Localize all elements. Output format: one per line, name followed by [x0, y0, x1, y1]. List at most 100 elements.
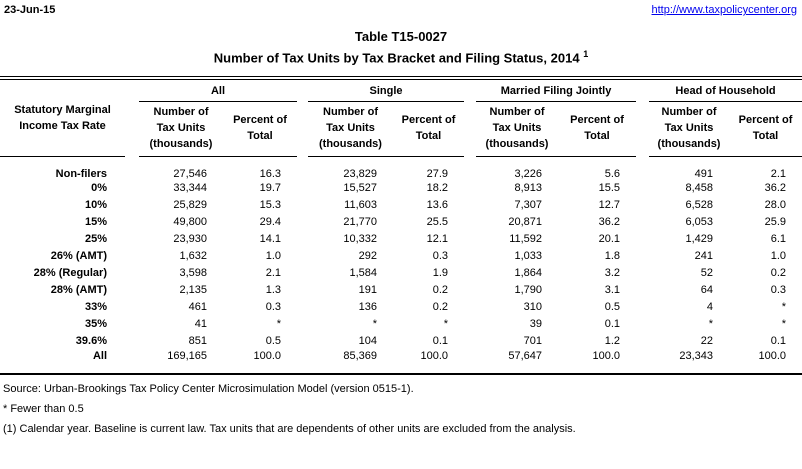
- cell-hoh-percent: 2.1: [770, 167, 787, 180]
- table-row: 10% 25,829 15.3 11,603 13.6 7,307 12.7 6…: [0, 197, 802, 214]
- column-gap: [636, 156, 649, 180]
- cell-single-number: 1,584: [349, 267, 377, 280]
- column-gap: [297, 350, 308, 374]
- cell-single-number: *: [372, 318, 377, 331]
- column-gap: [464, 248, 476, 265]
- cell-all-percent: 100.0: [253, 349, 281, 362]
- column-gap: [125, 350, 139, 374]
- column-gap: [297, 78, 308, 156]
- column-gap: [297, 156, 308, 180]
- column-gap: [297, 248, 308, 265]
- calendar-year-note: (1) Calendar year. Baseline is current l…: [3, 422, 576, 435]
- cell-hoh-number: 8,458: [685, 182, 714, 195]
- column-gap: [636, 282, 649, 299]
- cell-all-number: 1,632: [179, 250, 207, 263]
- tax-units-table: Statutory Marginal Income Tax Rate All S…: [0, 76, 802, 375]
- group-header-all: All: [139, 78, 297, 102]
- cell-married-percent: 15.5: [598, 182, 621, 195]
- table-row: 25% 23,930 14.1 10,332 12.1 11,592 20.1 …: [0, 231, 802, 248]
- column-gap: [125, 214, 139, 231]
- cell-hoh-percent: 100.0: [758, 349, 787, 362]
- cell-all-percent: 1.3: [265, 284, 281, 297]
- cell-all-number: 27,546: [173, 167, 207, 180]
- table-body: Non-filers 27,546 16.3 23,829 27.9 3,226…: [0, 156, 802, 374]
- cell-married-number: 7,307: [514, 199, 543, 212]
- cell-single-percent: 12.1: [426, 233, 449, 246]
- cell-all-number: 851: [188, 335, 207, 348]
- subheader-percent-of-total: Percent of Total: [393, 101, 465, 157]
- column-gap: [636, 197, 649, 214]
- cell-married-number: 20,871: [508, 216, 543, 229]
- column-gap: [297, 299, 308, 316]
- cell-single-number: 136: [358, 301, 377, 314]
- cell-all-number: 25,829: [173, 199, 207, 212]
- cell-married-number: 8,913: [514, 182, 543, 195]
- cell-single-percent: 0.2: [432, 284, 449, 297]
- cell-all-percent: 29.4: [259, 216, 281, 229]
- cell-married-number: 310: [523, 301, 543, 314]
- cell-hoh-number: 23,343: [679, 349, 714, 362]
- cell-married-number: 1,790: [514, 284, 543, 297]
- table-row: 26% (AMT) 1,632 1.0 292 0.3 1,033 1.8 24…: [0, 248, 802, 265]
- column-gap: [125, 180, 139, 197]
- table-row: 35% 41 * * * 39 0.1 * *: [0, 316, 802, 333]
- date-label: 23-Jun-15: [4, 4, 56, 16]
- cell-hoh-percent: 28.0: [764, 199, 787, 212]
- cell-single-percent: 18.2: [426, 182, 449, 195]
- column-gap: [297, 180, 308, 197]
- cell-married-percent: 36.2: [598, 216, 621, 229]
- row-label: 26% (AMT): [50, 250, 107, 263]
- column-gap: [464, 78, 476, 156]
- website-link[interactable]: http://www.taxpolicycenter.org: [651, 4, 797, 16]
- cell-hoh-number: 52: [700, 267, 714, 280]
- table-row: 15% 49,800 29.4 21,770 25.5 20,871 36.2 …: [0, 214, 802, 231]
- cell-married-percent: 1.2: [604, 335, 621, 348]
- column-gap: [636, 333, 649, 350]
- cell-married-number: 701: [523, 335, 543, 348]
- column-gap: [297, 265, 308, 282]
- cell-all-percent: 2.1: [265, 267, 281, 280]
- table-subtitle: Number of Tax Units by Tax Bracket and F…: [0, 49, 802, 65]
- column-gap: [297, 316, 308, 333]
- row-label: 10%: [84, 199, 107, 212]
- column-gap: [125, 282, 139, 299]
- cell-hoh-number: 22: [700, 335, 714, 348]
- cell-all-number: 461: [188, 301, 207, 314]
- cell-single-percent: 0.2: [432, 301, 449, 314]
- cell-married-percent: 0.1: [604, 318, 621, 331]
- subheader-number-of-tax-units: Number of Tax Units (thousands): [308, 101, 393, 157]
- cell-married-number: 39: [529, 318, 543, 331]
- cell-single-number: 85,369: [343, 349, 377, 362]
- cell-single-percent: 0.3: [432, 250, 449, 263]
- subheader-number-of-tax-units: Number of Tax Units (thousands): [139, 101, 223, 157]
- column-gap: [636, 350, 649, 374]
- column-gap: [636, 180, 649, 197]
- cell-married-percent: 3.1: [604, 284, 621, 297]
- table-header: Statutory Marginal Income Tax Rate All S…: [0, 78, 802, 157]
- column-gap: [125, 265, 139, 282]
- topbar: 23-Jun-15 http://www.taxpolicycenter.org: [0, 0, 802, 16]
- table-row: All 169,165 100.0 85,369 100.0 57,647 10…: [0, 350, 802, 374]
- cell-all-percent: 14.1: [259, 233, 281, 246]
- sub-header-row: Number of Tax Units (thousands) Percent …: [0, 101, 802, 157]
- cell-hoh-number: 6,528: [685, 199, 714, 212]
- cell-all-percent: 15.3: [259, 199, 281, 212]
- cell-married-percent: 1.8: [604, 250, 621, 263]
- cell-hoh-percent: 1.0: [770, 250, 787, 263]
- cell-single-number: 10,332: [343, 233, 377, 246]
- column-gap: [464, 214, 476, 231]
- column-gap: [125, 156, 139, 180]
- subheader-percent-of-total: Percent of Total: [729, 101, 802, 157]
- column-gap: [125, 231, 139, 248]
- cell-hoh-percent: 25.9: [764, 216, 787, 229]
- column-gap: [636, 78, 649, 156]
- row-label: All: [92, 349, 107, 362]
- cell-all-percent: 16.3: [259, 167, 281, 180]
- group-header-head-of-household: Head of Household: [649, 78, 802, 102]
- cell-married-number: 3,226: [514, 167, 543, 180]
- column-gap: [636, 231, 649, 248]
- cell-hoh-percent: 6.1: [770, 233, 787, 246]
- row-label: 15%: [84, 216, 107, 229]
- cell-hoh-percent: 36.2: [764, 182, 787, 195]
- cell-single-number: 104: [358, 335, 377, 348]
